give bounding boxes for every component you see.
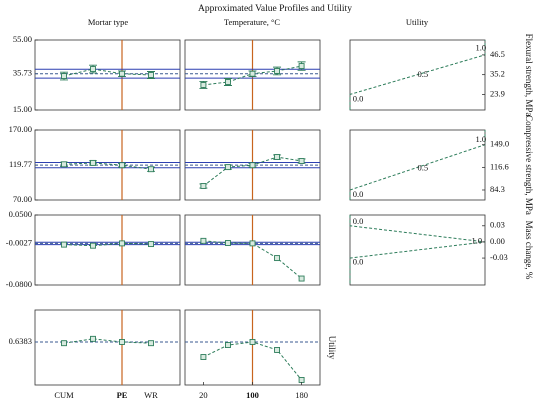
data-point (298, 63, 305, 70)
y-tick-label: 35.73 (13, 68, 32, 78)
x-tick-label: PE (117, 390, 128, 400)
y2-tick-label: 0.03 (490, 220, 505, 230)
data-point (200, 183, 207, 189)
data-point (249, 70, 256, 77)
data-point (61, 241, 67, 248)
chart-title: Approximated Value Profiles and Utility (198, 3, 352, 14)
data-point (274, 68, 280, 74)
data-point (225, 79, 231, 85)
data-point (61, 73, 67, 80)
data-point (200, 237, 207, 244)
y-tick-label: 0.6383 (9, 336, 32, 346)
response-label: Flexural strength, MPa (524, 34, 534, 117)
utility-label: 1.0 (472, 236, 483, 246)
data-point (274, 255, 280, 262)
data-point (249, 240, 256, 247)
data-point (90, 335, 96, 342)
data-point (61, 340, 67, 347)
data-point (148, 166, 154, 173)
data-point (225, 342, 231, 348)
utility-label: 0.0 (353, 216, 364, 226)
y-tick-label: 119.77 (9, 159, 32, 169)
y2-tick-label: 116.6 (490, 161, 509, 171)
x-tick-label: CUM (54, 390, 74, 400)
utility-frame (349, 214, 486, 286)
data-point (225, 164, 231, 171)
utility-header: Utility (406, 17, 429, 27)
utility-label: 1.0 (476, 134, 487, 144)
x-tick-label: 180 (295, 390, 308, 400)
y2-tick-label: 23.9 (490, 88, 505, 98)
x-tick-label: 100 (246, 390, 259, 400)
data-point (298, 275, 305, 282)
data-point (61, 161, 67, 168)
data-point (148, 241, 154, 248)
x-tick-label: WR (144, 390, 158, 400)
panel-frame (34, 309, 181, 386)
y-tick-label: 170.00 (9, 124, 32, 134)
y2-tick-label: 0.00 (490, 236, 505, 246)
data-point (200, 82, 207, 88)
utility-label: 0.5 (418, 69, 429, 79)
y-tick-label: 0.0500 (9, 209, 32, 219)
data-point (200, 354, 207, 360)
data-point (119, 162, 125, 169)
data-point (148, 340, 154, 347)
y2-tick-label: 84.3 (490, 184, 505, 194)
data-point (119, 339, 125, 345)
utility-curve (349, 215, 486, 285)
y2-tick-label: 149.0 (490, 139, 509, 149)
data-point (249, 339, 256, 345)
factor-header: Mortar type (88, 17, 129, 27)
factor-header: Temperature, °C (224, 17, 280, 27)
data-point (90, 66, 96, 73)
utility-curve (349, 40, 486, 110)
profile-line (63, 242, 152, 247)
response-label: Utility (327, 336, 337, 360)
data-point (148, 72, 154, 78)
utility-label: 0.0 (353, 189, 364, 199)
utility-label: 0.0 (353, 257, 364, 267)
data-point (119, 240, 125, 247)
data-point (298, 377, 305, 383)
y2-tick-label: -0.03 (490, 252, 508, 262)
utility-label: 1.0 (476, 42, 487, 52)
profile-line (63, 68, 152, 77)
x-tick-label: 20 (199, 390, 208, 400)
utility-label: 0.0 (353, 93, 364, 103)
data-point (274, 347, 280, 353)
response-label: Compressive strength, MPa (524, 115, 534, 215)
profile-line (63, 338, 152, 344)
response-label: Mass change, % (524, 221, 534, 280)
profile-line (63, 162, 152, 170)
utility-curve (349, 130, 486, 200)
panel-frame (34, 39, 181, 111)
y-tick-label: 70.00 (13, 194, 32, 204)
utility-label: 0.5 (418, 162, 429, 172)
y-tick-label: 55.00 (13, 34, 32, 44)
data-point (119, 70, 125, 77)
data-point (249, 162, 256, 169)
data-point (298, 158, 305, 164)
data-point (225, 240, 231, 246)
panel-frame (34, 214, 181, 286)
y-tick-label: -0.0800 (6, 279, 32, 289)
y2-tick-label: 46.5 (490, 49, 505, 59)
data-point (90, 242, 96, 249)
y-tick-label: 15.00 (13, 104, 32, 114)
y-tick-label: -0.0027 (6, 237, 32, 247)
utility-frame (349, 129, 486, 201)
profile-line (203, 240, 302, 279)
y2-tick-label: 35.2 (490, 69, 505, 79)
data-point (90, 159, 96, 166)
data-point (274, 154, 280, 160)
